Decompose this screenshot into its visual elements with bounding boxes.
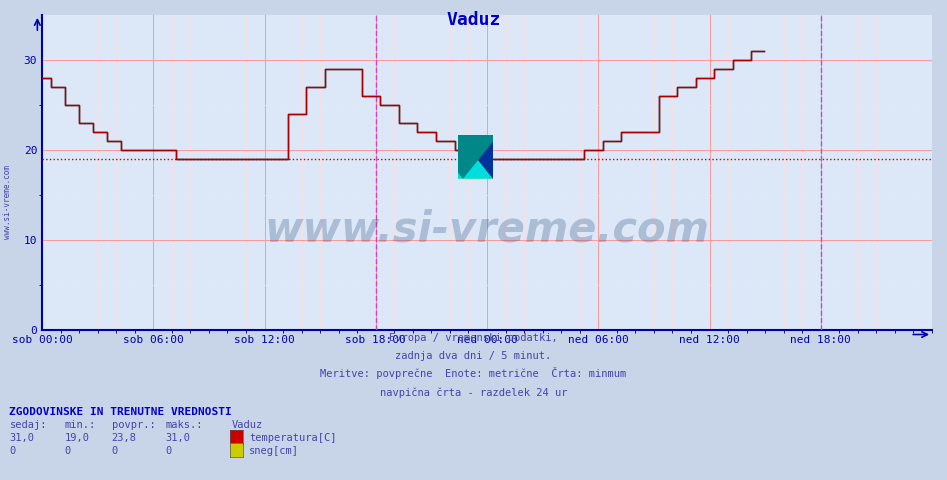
Text: sneg[cm]: sneg[cm] <box>249 445 299 456</box>
Text: temperatura[C]: temperatura[C] <box>249 432 336 443</box>
Polygon shape <box>457 135 493 179</box>
Text: Evropa / vremenski podatki,: Evropa / vremenski podatki, <box>389 333 558 343</box>
Text: sedaj:: sedaj: <box>9 420 47 430</box>
Polygon shape <box>457 135 493 179</box>
Text: 31,0: 31,0 <box>9 432 34 443</box>
Text: 0: 0 <box>166 445 172 456</box>
Text: 23,8: 23,8 <box>112 432 136 443</box>
Text: 0: 0 <box>112 445 118 456</box>
Text: www.si-vreme.com: www.si-vreme.com <box>264 208 709 250</box>
Text: navpična črta - razdelek 24 ur: navpična črta - razdelek 24 ur <box>380 387 567 397</box>
Text: 31,0: 31,0 <box>166 432 190 443</box>
Polygon shape <box>457 135 493 179</box>
Text: zadnja dva dni / 5 minut.: zadnja dva dni / 5 minut. <box>396 351 551 361</box>
Text: www.si-vreme.com: www.si-vreme.com <box>3 165 12 239</box>
Text: 0: 0 <box>9 445 16 456</box>
Text: povpr.:: povpr.: <box>112 420 155 430</box>
Text: ZGODOVINSKE IN TRENUTNE VREDNOSTI: ZGODOVINSKE IN TRENUTNE VREDNOSTI <box>9 407 232 417</box>
Text: 0: 0 <box>64 445 71 456</box>
Text: Meritve: povprečne  Enote: metrične  Črta: minmum: Meritve: povprečne Enote: metrične Črta:… <box>320 367 627 379</box>
Text: Vaduz: Vaduz <box>446 11 501 29</box>
Text: 19,0: 19,0 <box>64 432 89 443</box>
Text: maks.:: maks.: <box>166 420 204 430</box>
Text: min.:: min.: <box>64 420 96 430</box>
Text: Vaduz: Vaduz <box>232 420 263 430</box>
